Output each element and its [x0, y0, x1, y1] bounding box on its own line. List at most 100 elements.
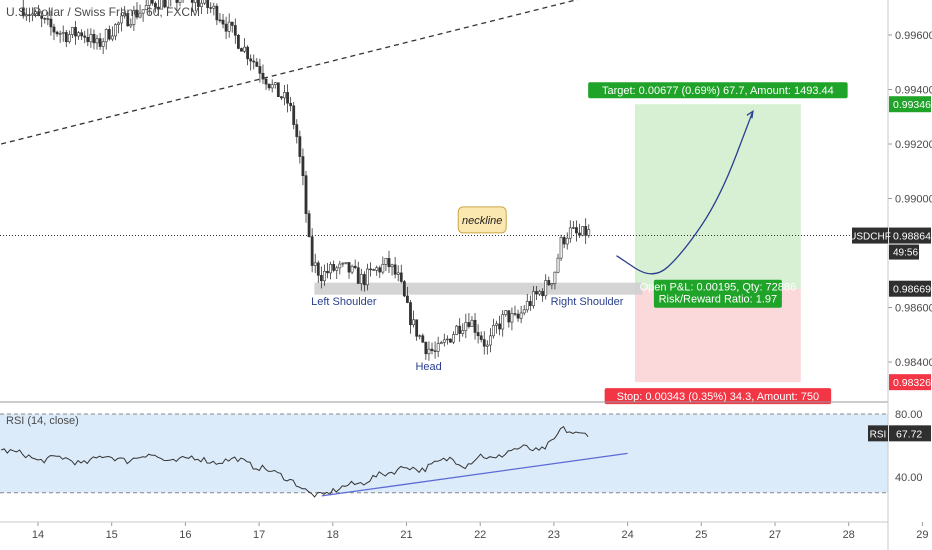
candle-body [556, 257, 560, 273]
candle-body [393, 264, 397, 275]
candle-body [565, 237, 569, 245]
support-zone [314, 282, 643, 295]
candle-body [34, 11, 37, 15]
countdown-tag [889, 244, 919, 260]
candle-body [402, 281, 406, 297]
candle-body [504, 310, 508, 315]
candle-body [267, 83, 271, 89]
candle-body [286, 92, 289, 104]
rsi-lines-layer [0, 425, 628, 498]
candle-body [55, 31, 59, 35]
candle-body [197, 0, 200, 7]
candle-body [418, 335, 422, 337]
candle-body [24, 14, 28, 17]
candle-body [535, 291, 538, 295]
candle-body [101, 41, 105, 47]
price-scale[interactable]: 0.99600 0.99400 0.99200 0.99000 0.98600 0.984… [888, 30, 932, 484]
candle-body [166, 0, 170, 8]
time-tick-label: 22 [474, 529, 486, 541]
time-tick-label: 24 [621, 529, 633, 541]
candle-body [479, 335, 483, 340]
candle-body [230, 21, 234, 26]
candle-body [215, 5, 219, 21]
candle-body [482, 339, 486, 347]
candle-body [141, 9, 145, 14]
stop-label-box [604, 388, 832, 405]
candle-body [249, 58, 253, 62]
candle-body [209, 7, 213, 9]
candle-body [123, 12, 127, 17]
candle-body [114, 24, 117, 37]
price-tick-label: 0.98400 [895, 357, 932, 369]
stop-price-tag-text: 0.98326 [893, 377, 931, 389]
candle-body [203, 0, 206, 4]
candle-body [193, 0, 197, 3]
candle-body [436, 343, 440, 352]
candle-body [43, 18, 47, 20]
rsi-line [0, 425, 589, 498]
neckline-callout [457, 206, 507, 234]
candle-body [522, 309, 526, 314]
price-tick-label: 0.99400 [895, 85, 932, 97]
right-shoulder-label: Right Shoulder [551, 296, 624, 308]
time-tick-label: 29 [916, 529, 928, 541]
candle-body [273, 82, 277, 85]
time-tick-label: 28 [843, 529, 855, 541]
candle-body [581, 226, 584, 236]
projection-arrowhead [746, 109, 754, 119]
candle-body [584, 226, 588, 236]
candle-body [464, 322, 468, 331]
candle-body [175, 0, 179, 3]
candle-body [575, 227, 578, 234]
candle-body [335, 267, 339, 271]
rsi-value-text: 67.72 [896, 428, 922, 440]
candle-body [138, 12, 142, 18]
candle-body [406, 295, 409, 303]
candle-body [154, 2, 157, 8]
candle-body [433, 350, 437, 352]
candle-body [126, 12, 130, 27]
candle-body [550, 283, 554, 286]
rsi-tick-label: 40.00 [895, 472, 923, 484]
candle-body [46, 18, 50, 20]
candle-body [541, 291, 545, 297]
candle-body [298, 136, 302, 157]
candle-body [243, 46, 246, 52]
candle-body [233, 25, 237, 36]
candle-body [270, 84, 274, 89]
candle-body [319, 275, 323, 282]
rsi-trendline [321, 452, 628, 497]
candle-body [218, 19, 222, 22]
time-scale[interactable]: 14 15 16 17 18 21 22 23 24 25 27 28 29 [32, 522, 929, 541]
candle-body [390, 264, 394, 268]
candle-body [476, 332, 480, 337]
time-tick-label: 15 [106, 529, 118, 541]
dashed-trendline [0, 0, 579, 145]
projection-curve [616, 111, 754, 275]
rsi-band-layer [0, 413, 888, 494]
candle-body [37, 11, 41, 17]
rsi-title: RSI (14, close) [6, 415, 79, 427]
candle-body [107, 29, 111, 40]
candle-body [49, 18, 53, 28]
candle-body [83, 35, 87, 38]
rsi-band [0, 414, 888, 493]
left-shoulder-label: Left Shoulder [311, 296, 377, 308]
candle-body [492, 325, 495, 337]
candle-body [587, 229, 591, 236]
candle-body [452, 334, 455, 343]
candle-body [31, 13, 34, 16]
candle-body [421, 335, 425, 343]
candle-body [304, 175, 308, 214]
time-tick-label: 14 [32, 529, 44, 541]
pl-label-box [653, 279, 782, 308]
candle-body [246, 46, 250, 60]
candle-body [366, 268, 369, 286]
candle-body [326, 270, 329, 274]
symbol-tag [852, 227, 888, 244]
candle-body [98, 38, 102, 47]
candle-body [485, 344, 489, 347]
candle-body [40, 15, 44, 19]
candle-body [135, 10, 139, 18]
price-pane: neckline Left Shoulder Head Right Shoulder T… [0, 0, 888, 405]
